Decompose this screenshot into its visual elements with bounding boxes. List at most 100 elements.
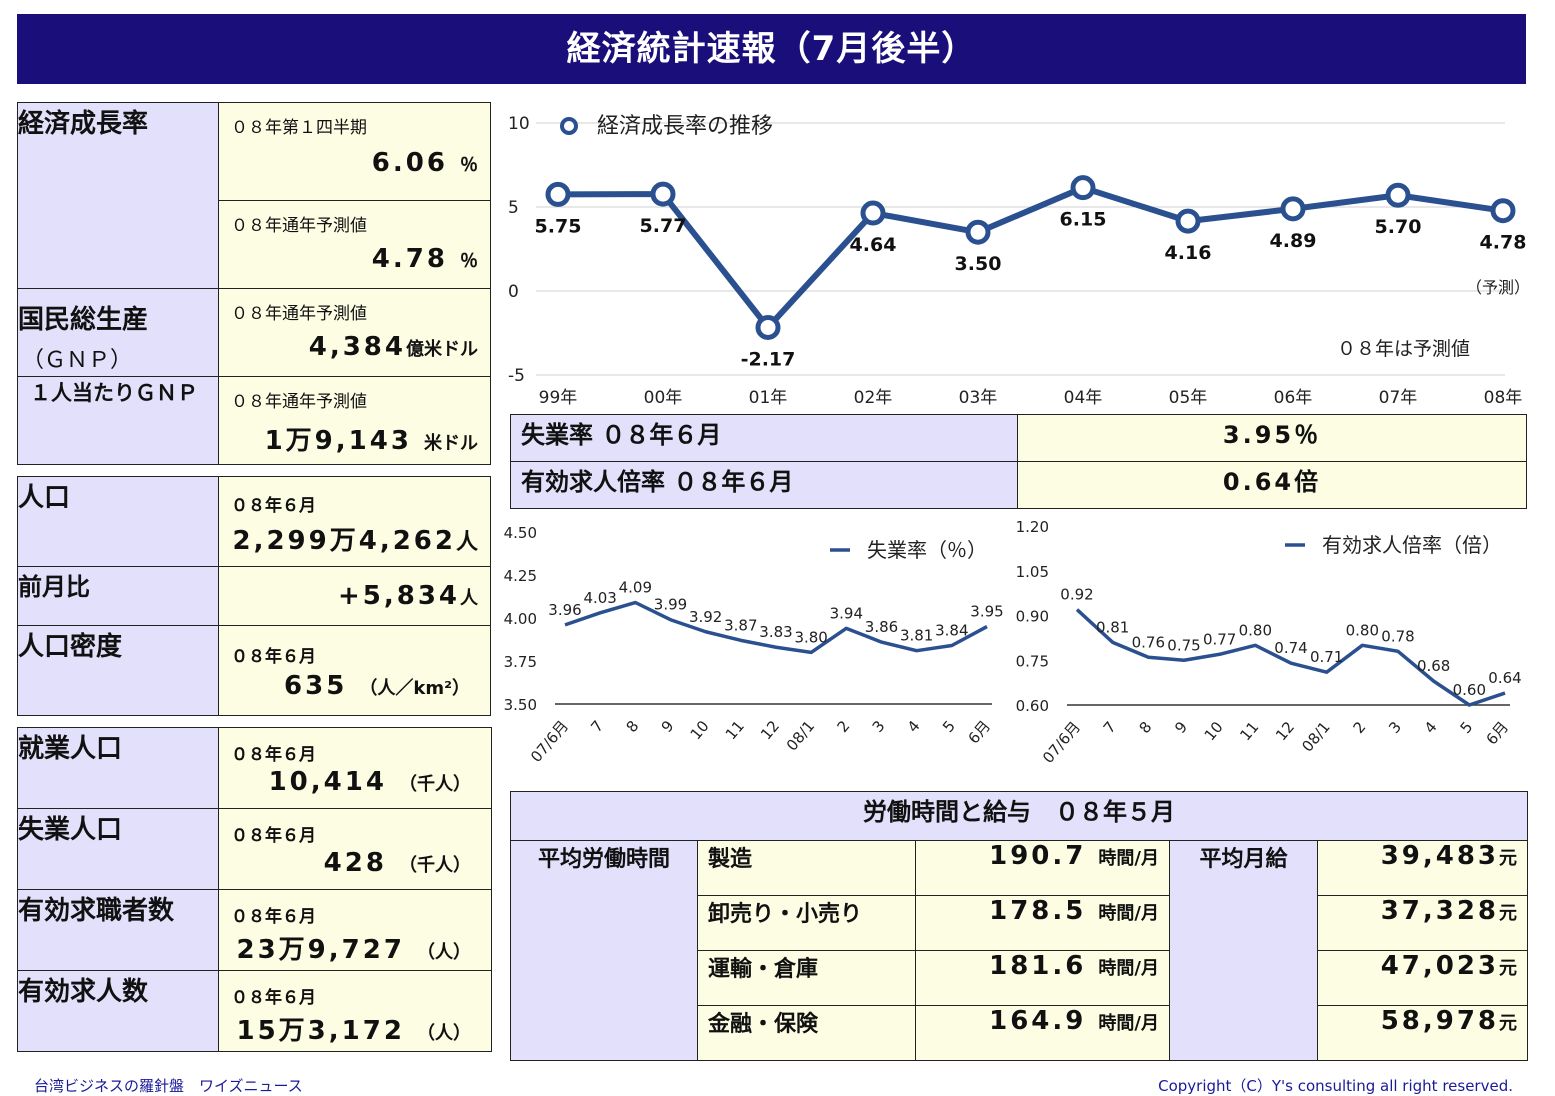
x-tick-label: 12 [1272, 718, 1298, 744]
x-tick-label: 07/6月 [1039, 718, 1084, 767]
x-tick-label: 00年 [644, 388, 683, 408]
unemployment-data-label: 3.87 [724, 616, 757, 634]
y-tick-label: 4.25 [504, 567, 537, 585]
unemployment-legend-label: 失業率（％） [867, 538, 987, 562]
job-ratio-data-label: 0.68 [1417, 657, 1450, 675]
pay-unit: 元 [1499, 848, 1518, 869]
job-seekers-label: 有効求職者数 [17, 889, 219, 971]
unemployment-data-label: 3.92 [689, 608, 722, 626]
pay-unit: 元 [1499, 958, 1518, 979]
job-ratio-data-label: 0.78 [1381, 627, 1414, 645]
job-ratio-data-label: 0.71 [1310, 648, 1343, 666]
growth-series-line [557, 184, 1504, 331]
job-ratio-series-line [1075, 608, 1506, 707]
x-tick-label: 3 [1385, 718, 1405, 737]
wage-hours-cell: 181.6 時間/月 [915, 950, 1170, 1006]
job-seekers-unit: （人） [417, 942, 471, 963]
growth-q1-label: ０８年第１四半期 [231, 118, 367, 138]
wage-hours-cell: 190.7 時間/月 [915, 840, 1170, 896]
x-tick-label: 03年 [959, 388, 998, 408]
unemployment-rate-label: 失業率 ０８年６月 [510, 414, 1018, 462]
y-tick-label: 4.00 [504, 610, 537, 628]
wage-hours: 181.6 [989, 951, 1087, 981]
x-tick-label: 4 [1421, 718, 1441, 737]
per-capita-period: ０８年通年予測値 [231, 392, 367, 412]
x-tick-label: 04年 [1064, 388, 1103, 408]
x-tick-label: 2 [833, 717, 853, 736]
rates-table: 失業率 ０８年６月 3.95％ 有効求人倍率 ０８年６月 0.64倍 [510, 414, 1527, 509]
y-tick-label: 4.50 [504, 524, 537, 542]
y-tick-label: 0 [508, 282, 519, 302]
growth-q1-unit: ％ [460, 155, 478, 176]
unemployment-data-label: 4.09 [619, 579, 652, 597]
hours-unit: 時間/月 [1098, 903, 1159, 924]
unemployment-data-label: 3.95 [970, 603, 1003, 621]
job-openings-label: 有効求人数 [17, 970, 219, 1052]
population-unit: 人 [455, 530, 478, 555]
employed-period: ０８年６月 [231, 745, 316, 765]
density-period: ０８年６月 [231, 647, 316, 667]
job-seekers-cell: ０８年６月 23万9,727 （人） [218, 889, 492, 971]
hours-unit: 時間/月 [1098, 848, 1159, 869]
growth-data-label: 4.64 [850, 234, 897, 256]
y-tick-label: 1.20 [1016, 518, 1049, 536]
x-tick-label: 5 [1456, 718, 1476, 737]
population-cell: ０８年６月 2,299万4,262人 [218, 476, 491, 567]
x-tick-label: 8 [1135, 718, 1155, 737]
unemployment-data-label: 3.81 [900, 627, 933, 645]
growth-fy-value: 4.78 [371, 244, 448, 274]
x-tick-label: 8 [622, 717, 642, 736]
growth-data-point [1385, 182, 1411, 208]
density-unit: （人／km²） [359, 678, 470, 699]
growth-data-point [1490, 198, 1516, 224]
growth-data-point [1280, 196, 1306, 222]
x-tick-label: 08年 [1484, 388, 1523, 408]
growth-legend-label: 経済成長率の推移 [597, 114, 773, 139]
y-tick-label: 3.75 [504, 653, 537, 671]
growth-data-label: 4.78 [1480, 232, 1527, 254]
wage-hours: 164.9 [989, 1006, 1087, 1036]
unemployed-label: 失業人口 [17, 808, 219, 890]
unemployment-data-label: 3.96 [548, 601, 581, 619]
wage-pay: 58,978 [1380, 1006, 1500, 1036]
x-tick-label: 6月 [964, 717, 994, 747]
x-tick-label: 11 [722, 717, 748, 743]
mom-cell: +5,834人 [218, 566, 491, 626]
unemployment-data-label: 4.03 [583, 589, 616, 607]
job-ratio-data-label: 0.75 [1167, 636, 1200, 654]
growth-data-label: 5.70 [1375, 216, 1422, 238]
wage-category: 運輸・倉庫 [697, 950, 916, 1006]
y-tick-label: 5 [508, 198, 519, 218]
growth-data-point [860, 200, 886, 226]
x-tick-label: 10 [687, 717, 713, 743]
pay-unit: 元 [1499, 1013, 1518, 1034]
gnp-unit: 億米ドル [406, 339, 478, 360]
job-ratio-data-label: 0.60 [1453, 681, 1486, 699]
population-value: 2,299万4,262 [232, 526, 456, 556]
population-period: ０８年６月 [231, 496, 316, 516]
wage-category: 金融・保険 [697, 1005, 916, 1061]
job-ratio-data-label: 0.80 [1239, 621, 1272, 639]
employed-unit: （千人） [399, 774, 471, 795]
wage-hours-cell: 164.9 時間/月 [915, 1005, 1170, 1061]
growth-q1-cell: ０８年第１四半期 6.06 ％ [218, 102, 491, 201]
unemployed-period: ０８年６月 [231, 826, 316, 846]
growth-rate-chart: -5 0 5 10 99年 00年 01年 02年 03年 04年 05年 06年 07年 08年 5.75… [508, 114, 1530, 408]
y-tick-label: 0.75 [1016, 652, 1049, 670]
y-tick-label: 0.90 [1016, 608, 1049, 626]
job-seekers-value: 23万9,727 [236, 935, 405, 965]
growth-data-label: 4.16 [1165, 242, 1212, 264]
job-ratio-legend-label: 有効求人倍率（倍） [1322, 533, 1502, 557]
growth-data-point [1070, 175, 1096, 201]
x-tick-label: 6月 [1482, 718, 1512, 748]
job-openings-unit: （人） [417, 1023, 471, 1044]
job-openings-cell: ０８年６月 15万3,172 （人） [218, 970, 492, 1052]
x-tick-label: 5 [939, 717, 959, 736]
x-tick-label: 4 [904, 717, 924, 736]
x-tick-label: 7 [587, 717, 607, 736]
job-seekers-period: ０８年６月 [231, 907, 316, 927]
forecast-note: （予測） [1466, 278, 1530, 297]
hours-unit: 時間/月 [1098, 958, 1159, 979]
x-tick-label: 7 [1100, 718, 1120, 737]
x-tick-label: 11 [1236, 718, 1262, 744]
